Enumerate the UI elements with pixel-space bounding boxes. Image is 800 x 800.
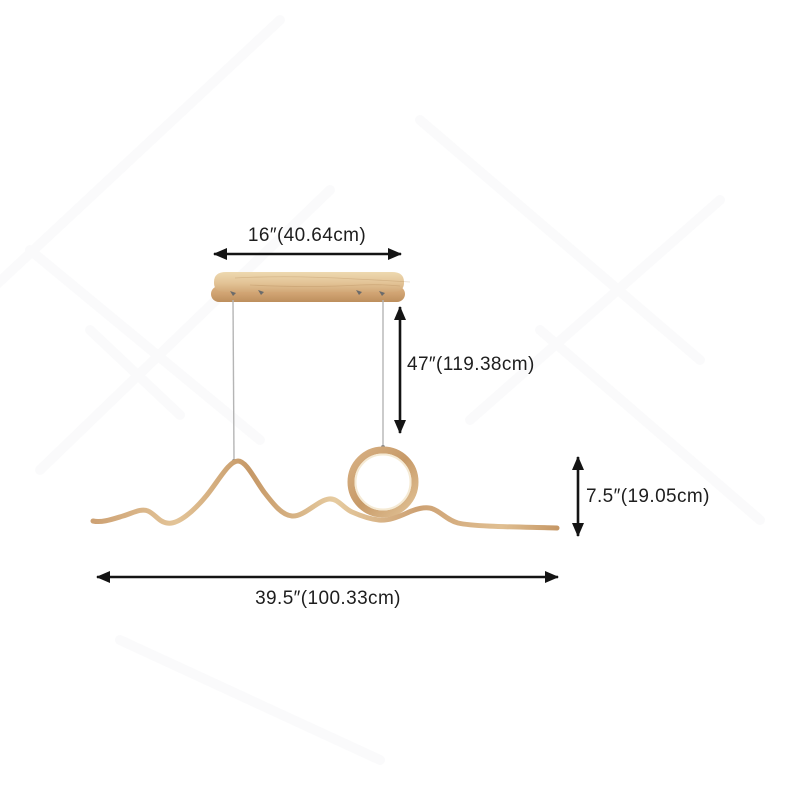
dim-drop-height: 47″(119.38cm) [394,306,535,434]
dim-label-drop-height: 47″(119.38cm) [407,354,535,375]
dim-label-fixture-width: 39.5″(100.33cm) [255,588,401,609]
canopy-mount-screws [230,290,385,296]
dim-canopy-width: 16″(40.64cm) [213,225,402,260]
dim-label-canopy-width: 16″(40.64cm) [248,225,366,246]
watermark-pattern [0,20,760,760]
dim-fixture-height: 7.5″(19.05cm) [572,456,710,537]
led-ring [347,446,419,518]
canopy-top-plate [214,272,404,292]
canopy-wood-grain [234,276,411,287]
wavy-led-strip [90,458,560,531]
suspension-cable-left [232,299,235,461]
dim-label-fixture-height: 7.5″(19.05cm) [586,486,710,507]
ceiling-canopy [211,272,411,302]
led-ring-inner-glow [354,453,412,511]
dim-fixture-width: 39.5″(100.33cm) [96,571,559,609]
